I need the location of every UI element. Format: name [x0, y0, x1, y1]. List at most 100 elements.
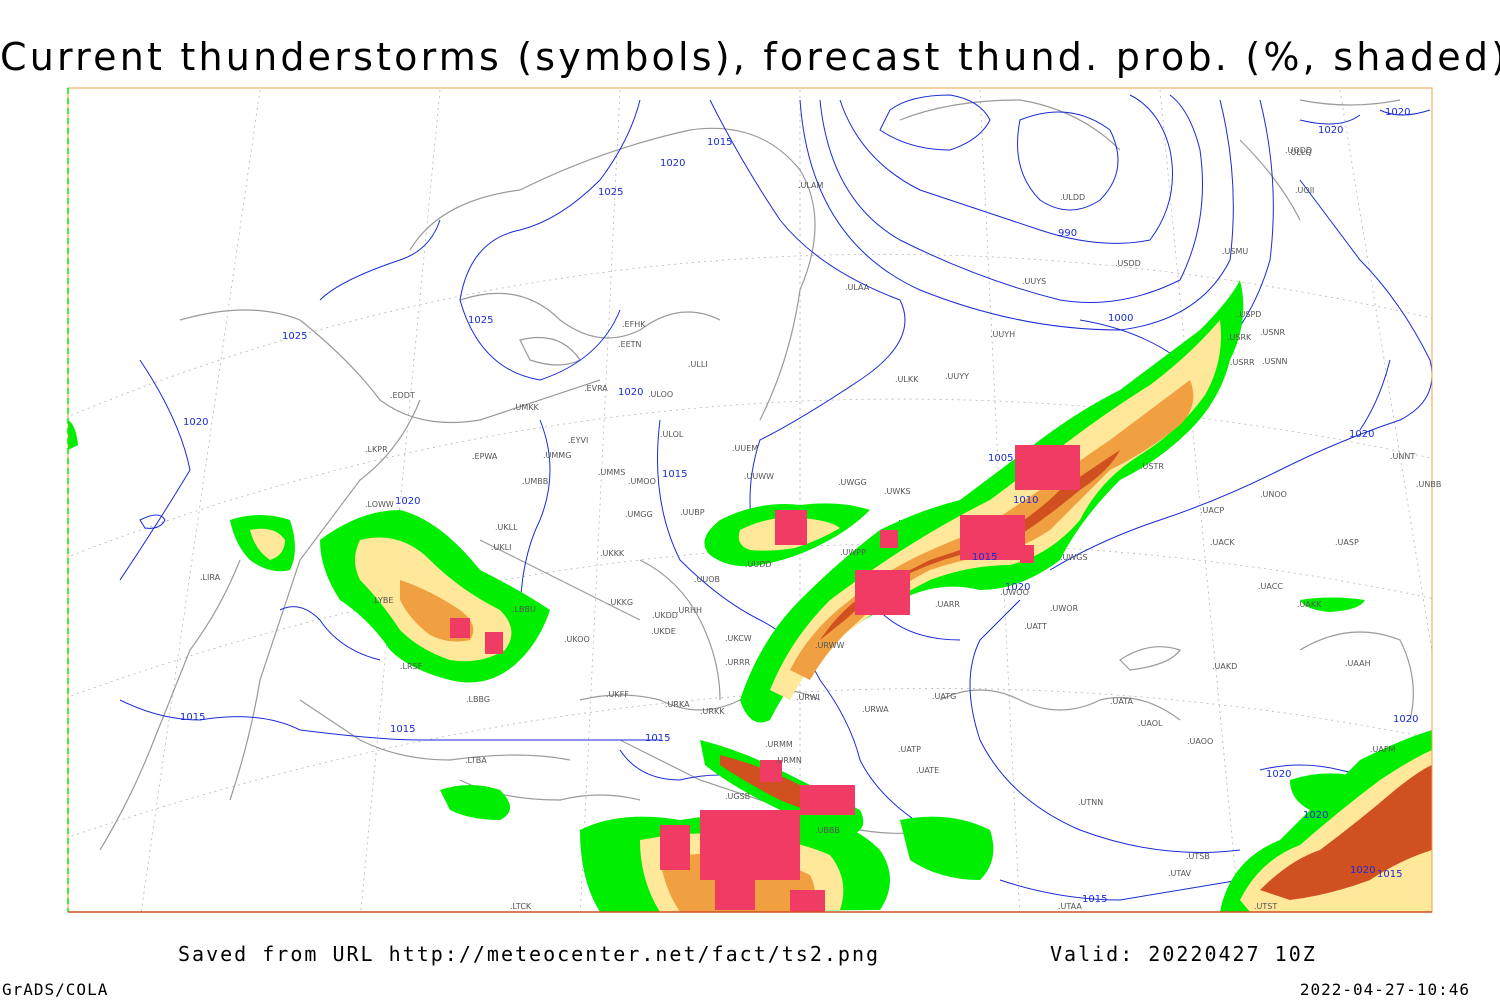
station-label: .ULOO [648, 390, 673, 399]
station-label: .URWA [862, 705, 889, 714]
station-label: .UAOL [1138, 719, 1163, 728]
isobar-label: 1015 [1377, 869, 1402, 880]
station-label: .EPWA [472, 452, 498, 461]
station-label: .UUOB [694, 575, 720, 584]
station-label: .UNOO [1260, 490, 1287, 499]
isobar-label: 1020 [1393, 714, 1418, 725]
station-label: .EDDT [390, 391, 415, 400]
isobar-label: 1015 [972, 552, 997, 563]
station-label: .UKKK [600, 549, 625, 558]
station-label: .USMU [1222, 247, 1248, 256]
station-label: .UAFM [1370, 745, 1395, 754]
station-label: .UUEM [732, 444, 758, 453]
station-label: .LRSF [400, 662, 423, 671]
isobar-label: 1015 [662, 469, 687, 480]
isobar-label: 1015 [1082, 894, 1107, 905]
station-label: .UATA [1110, 697, 1134, 706]
station-label: .UATE [916, 766, 939, 775]
valid-time: Valid: 20220427 10Z [1050, 942, 1317, 966]
station-label: .LBBU [512, 605, 536, 614]
isobar-label: 1025 [598, 187, 623, 198]
station-label: .UUYS [1022, 277, 1046, 286]
station-label: .EETN [618, 340, 642, 349]
station-label: .USNN [1262, 357, 1287, 366]
isobar-label: 1020 [1005, 582, 1030, 593]
station-label: .UACC [1258, 582, 1283, 591]
station-label: .UAAH [1345, 659, 1371, 668]
coastlines [99, 99, 1414, 851]
station-label: .UACK [1210, 538, 1235, 547]
station-label: .LOWW [365, 500, 394, 509]
storm-symbols [450, 445, 1080, 912]
station-label: .URMM [765, 740, 793, 749]
station-label: .UOII [1295, 186, 1314, 195]
station-label: .ULDD [1060, 193, 1085, 202]
station-labels: .ULAM .ULDD .USDD .UUYS .ULAA .EFHK .EETN .ULLI… [200, 146, 1441, 911]
station-label: .UKCW [725, 634, 752, 643]
station-label: .UUDD [745, 560, 772, 569]
station-label: .UKDE [651, 627, 676, 636]
station-label: .UWOR [1050, 604, 1079, 613]
station-label: .UAOO [1187, 737, 1213, 746]
station-label: .UMMG [543, 451, 571, 460]
station-label: .LYBE [372, 596, 393, 605]
station-label: .ULAM [798, 181, 824, 190]
station-label: .ULLQ [1288, 148, 1312, 157]
station-label: .UWGG [838, 478, 867, 487]
station-label: .EYVI [568, 436, 588, 445]
station-label: .UAKK [1297, 600, 1322, 609]
station-label: .UODD [1285, 146, 1312, 155]
station-label: .UKLI [491, 543, 511, 552]
station-label: .UUWW [744, 472, 774, 481]
station-label: .UWKS [884, 487, 911, 496]
isobar-label: 1015 [390, 724, 415, 735]
station-label: .EVRA [584, 384, 608, 393]
station-label: .UATT [1024, 622, 1047, 631]
station-label: .URKA [665, 700, 690, 709]
station-label: .UMMS [598, 468, 625, 477]
isobar-label: 1020 [1318, 125, 1343, 136]
station-label: .UWOO [1000, 588, 1029, 597]
station-label: .UUYH [990, 330, 1015, 339]
station-label: .USNR [1260, 328, 1285, 337]
station-label: .UTST [1254, 902, 1277, 911]
isobar-label: 1020 [183, 417, 208, 428]
isobar-label: 1015 [707, 137, 732, 148]
station-label: .UMGG [625, 510, 653, 519]
station-label: .URWW [815, 641, 845, 650]
isobar-labels: 1025 1025 1025 1020 1020 1020 1020 1020 … [180, 107, 1418, 905]
station-label: .UKOO [564, 635, 590, 644]
station-label: .URWI [796, 693, 820, 702]
isobar-label: 1020 [1266, 769, 1291, 780]
station-label: .URRR [725, 658, 751, 667]
station-label: .URKK [700, 707, 725, 716]
station-label: .UNNT [1390, 452, 1415, 461]
station-label: .UTAA [1058, 902, 1082, 911]
station-label: .UATG [932, 692, 956, 701]
station-label: .UMOO [628, 477, 656, 486]
isobar-label: 1020 [1350, 865, 1375, 876]
isobar-label: 1020 [618, 387, 643, 398]
station-label: .UKFF [606, 690, 629, 699]
station-label: .UUYY [945, 372, 969, 381]
station-label: .UTNN [1078, 798, 1103, 807]
station-label: .LIRA [200, 573, 221, 582]
station-label: .UWPP [840, 548, 866, 557]
station-label: .UKKG [608, 598, 633, 607]
station-label: .LBBG [466, 695, 490, 704]
station-label: .UKDD [652, 611, 678, 620]
isobar-label: 1010 [1013, 495, 1038, 506]
station-label: .URHH [676, 606, 702, 615]
isobar-label: 1025 [282, 331, 307, 342]
station-label: .UACP [1200, 506, 1224, 515]
station-label: .UKLL [495, 523, 518, 532]
isobar-label: 1015 [645, 733, 670, 744]
isobar-label: 1020 [1385, 107, 1410, 118]
isobar-label: 1020 [1349, 429, 1374, 440]
station-label: .UARR [935, 600, 960, 609]
source-url-caption: Saved from URL http://meteocenter.net/fa… [178, 942, 881, 966]
station-label: .USTR [1140, 462, 1164, 471]
station-label: .UWGS [1060, 553, 1088, 562]
isobar-label: 1000 [1108, 313, 1133, 324]
